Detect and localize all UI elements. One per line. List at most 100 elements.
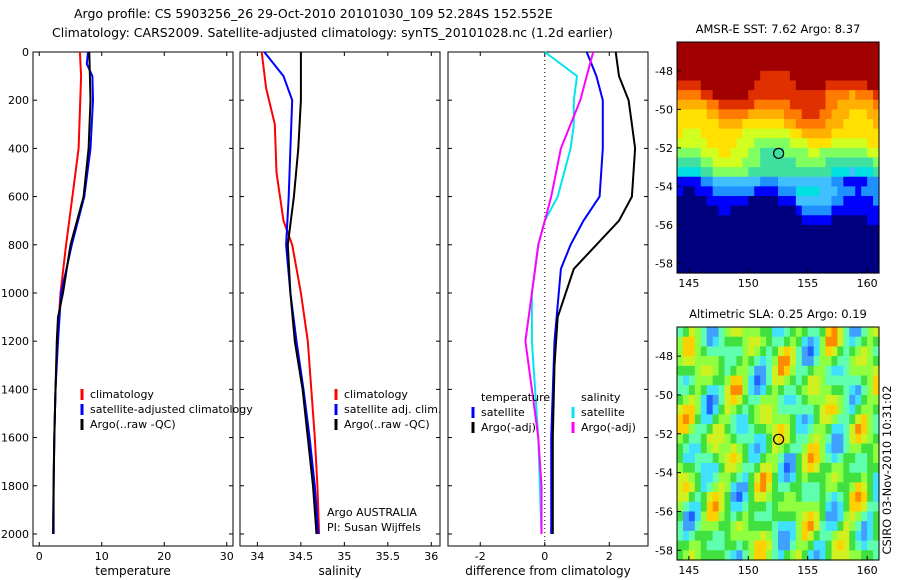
map-cell (730, 109, 738, 120)
map-cell (795, 404, 803, 415)
map-cell (754, 167, 761, 178)
map-cell (706, 196, 714, 207)
map-cell (742, 205, 749, 216)
map-cell (873, 109, 880, 120)
map-cell (867, 90, 874, 101)
map-cell (783, 394, 791, 406)
map-cell (677, 234, 684, 245)
map-cell (677, 550, 684, 561)
map-cell (742, 365, 749, 377)
map-cell (843, 385, 850, 396)
map-cell (724, 42, 732, 53)
map-cell (861, 51, 868, 62)
map-cell (766, 42, 773, 53)
map-cell (813, 61, 821, 72)
map-cell (682, 356, 690, 367)
map-cell (801, 511, 809, 522)
map-cell (682, 51, 690, 62)
map-cell (789, 253, 797, 264)
map-cell (831, 540, 839, 551)
map-cell (849, 327, 856, 338)
map-cell (730, 138, 738, 149)
map-cell (748, 147, 755, 159)
map-cell (700, 453, 708, 464)
map-cell (677, 327, 684, 338)
map-cell (682, 375, 690, 386)
map-cell (849, 511, 856, 522)
map-cell (718, 394, 726, 406)
map-cell (837, 224, 844, 236)
map-cell (730, 80, 738, 91)
map-cell (754, 263, 761, 274)
map-cell (819, 186, 827, 197)
map-cell (873, 167, 880, 178)
map-cell (682, 138, 690, 149)
map-cell (712, 482, 720, 493)
map-cell (677, 443, 684, 454)
map-cell (831, 234, 839, 245)
map-cell (861, 414, 868, 425)
map-cell (730, 424, 738, 435)
map-cell (825, 51, 833, 62)
map-cell (742, 42, 749, 53)
map-cell (819, 424, 827, 435)
map-cell (795, 530, 803, 542)
map-cell (843, 263, 850, 274)
map-cell (766, 109, 773, 120)
y-tick-label: -50 (655, 389, 673, 402)
map-cell (742, 157, 749, 168)
map-cell (706, 492, 714, 503)
map-cell (760, 492, 767, 503)
map-cell (867, 176, 874, 187)
map-cell (712, 356, 720, 367)
map-cell (718, 327, 726, 338)
map-cell (742, 404, 749, 415)
map-cell (831, 482, 839, 493)
map-cell (813, 128, 821, 139)
map-cell (831, 530, 839, 542)
map-cell (789, 119, 797, 130)
map-cell (783, 186, 791, 197)
map-cell (807, 336, 815, 348)
map-cell (677, 80, 684, 91)
map-cell (772, 176, 779, 187)
map-cell (789, 186, 797, 197)
x-tick-label: 0 (36, 550, 43, 563)
map-cell (760, 61, 767, 72)
map-cell (801, 327, 809, 338)
map-cell (831, 253, 839, 264)
map-cell (849, 424, 856, 435)
map-cell (772, 128, 779, 139)
map-cell (807, 263, 815, 274)
map-cell (718, 521, 726, 532)
legend-entry: climatology (344, 388, 408, 401)
map-cell (789, 433, 797, 445)
map-cell (843, 215, 850, 226)
map-cell (825, 346, 833, 357)
map-cell (754, 336, 761, 348)
map-cell (843, 167, 850, 178)
map-cell (694, 205, 702, 216)
map-cell (867, 336, 874, 348)
map-cell (736, 167, 743, 178)
map-cell (754, 433, 761, 445)
map-cell (772, 472, 779, 483)
map-cell (766, 61, 773, 72)
map-cell (867, 119, 874, 130)
map-cell (789, 196, 797, 207)
map-cell (694, 540, 702, 551)
map-cell (760, 244, 767, 255)
map-cell (795, 215, 803, 226)
map-cell (754, 511, 761, 522)
map-cell (700, 80, 708, 91)
map-cell (754, 215, 761, 226)
map-cell (807, 61, 815, 72)
x-tick-label: 150 (738, 277, 759, 290)
map-cell (861, 119, 868, 130)
map-cell (795, 492, 803, 503)
map-cell (807, 186, 815, 197)
map-cell (789, 482, 797, 493)
map-cell (748, 244, 755, 255)
map-cell (706, 462, 714, 474)
map-cell (873, 482, 880, 493)
